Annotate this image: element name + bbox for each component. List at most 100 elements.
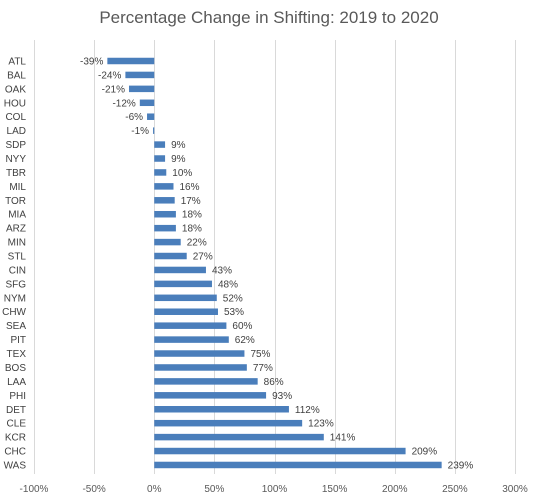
x-tick-label: 300% (502, 484, 528, 495)
data-label-atl: -39% (80, 57, 103, 68)
data-label-cin: 43% (212, 265, 232, 276)
bar-cle (154, 419, 303, 427)
bar-nyy (154, 155, 166, 162)
data-label-kcr: 141% (330, 433, 356, 444)
x-tick-label: 0% (147, 484, 162, 495)
category-label-min: MIN (8, 238, 26, 249)
category-label-kcr: KCR (5, 433, 26, 444)
bar-was (154, 461, 442, 469)
category-label-cin: CIN (9, 265, 26, 276)
bar-atl (107, 57, 155, 65)
x-tick-label: 250% (442, 484, 468, 495)
data-label-arz: 18% (182, 224, 202, 235)
category-label-nym: NYM (4, 293, 26, 304)
data-label-tbr: 10% (172, 168, 192, 179)
category-label-chc: CHC (4, 447, 26, 458)
data-label-mil: 16% (179, 182, 199, 193)
bar-col (147, 113, 155, 120)
bar-cin (154, 266, 206, 274)
data-labels: -39% -24% -21% -12% -6% -1% 9% 9% 10% 16% 17% 18% 18… (80, 57, 473, 472)
data-label-det: 112% (295, 405, 320, 416)
data-label-sea: 60% (232, 321, 252, 332)
category-label-arz: ARZ (6, 224, 26, 235)
bar-arz (154, 224, 176, 232)
category-label-bal: BAL (7, 70, 26, 81)
x-tick-label: 100% (262, 484, 288, 495)
bar-lad (153, 127, 155, 134)
data-label-chw: 53% (224, 307, 244, 318)
bar-laa (154, 378, 258, 385)
bar-tbr (154, 169, 167, 176)
category-label-nyy: NYY (5, 154, 26, 165)
bar-mia (154, 210, 176, 218)
category-label-mia: MIA (8, 210, 26, 221)
bar-tex (154, 350, 245, 357)
bar-bos (154, 364, 247, 371)
data-label-bal: -24% (98, 70, 121, 81)
data-label-col: -6% (125, 112, 143, 123)
data-label-nym: 52% (223, 293, 243, 304)
bar-hou (139, 99, 155, 107)
category-label-hou: HOU (4, 98, 26, 109)
bar-sfg (154, 280, 212, 288)
x-tick-label: -100% (20, 484, 49, 495)
data-label-stl: 27% (193, 252, 213, 263)
data-label-hou: -12% (112, 98, 135, 109)
bar-kcr (154, 433, 324, 441)
bar-nym (154, 294, 217, 302)
category-label-oak: OAK (5, 84, 26, 95)
data-label-oak: -21% (102, 84, 125, 95)
bar-min (154, 238, 181, 246)
category-label-pit: PIT (10, 335, 26, 346)
data-label-pit: 62% (235, 335, 255, 346)
data-label-phi: 93% (272, 391, 292, 402)
data-label-tor: 17% (181, 196, 201, 207)
category-label-tbr: TBR (6, 168, 26, 179)
bar-pit (154, 336, 229, 343)
x-tick-label: -50% (82, 484, 105, 495)
data-label-was: 239% (448, 460, 474, 471)
data-label-bos: 77% (253, 363, 273, 374)
category-label-mil: MIL (9, 182, 26, 193)
bar-chc (154, 447, 406, 455)
category-label-was: WAS (4, 460, 27, 471)
bar-det (154, 406, 289, 413)
data-label-chc: 209% (412, 447, 438, 458)
category-label-chw: CHW (2, 307, 26, 318)
data-label-laa: 86% (264, 377, 284, 388)
bar-bal (125, 71, 155, 79)
bar-chw (154, 308, 218, 315)
bar-mil (154, 183, 174, 190)
category-label-tor: TOR (5, 196, 26, 207)
category-label-col: COL (5, 112, 26, 123)
data-label-sfg: 48% (218, 279, 238, 290)
bar-tor (154, 197, 175, 204)
gridlines (34, 40, 516, 474)
x-tick-labels: -100% -50% 0% 50% 100% 150% 200% 250% 300% (20, 484, 528, 495)
category-label-sea: SEA (6, 321, 26, 332)
x-tick-label: 50% (204, 484, 224, 495)
data-label-sdp: 9% (171, 140, 186, 151)
bar-sea (154, 322, 227, 329)
bar-phi (154, 392, 267, 399)
category-label-det: DET (6, 405, 26, 416)
data-label-min: 22% (187, 238, 207, 249)
category-labels: ATL BAL OAK HOU COL LAD SDP NYY TBR MIL TOR MIA ARZ M… (2, 57, 26, 472)
data-label-tex: 75% (250, 349, 270, 360)
category-label-sfg: SFG (5, 279, 26, 290)
bar-stl (154, 252, 187, 260)
data-label-lad: -1% (131, 126, 149, 137)
category-label-atl: ATL (8, 57, 26, 68)
category-label-phi: PHI (9, 391, 26, 402)
category-label-sdp: SDP (5, 140, 26, 151)
bar-sdp (154, 141, 166, 148)
bars (107, 57, 442, 469)
x-tick-label: 150% (322, 484, 348, 495)
category-label-tex: TEX (7, 349, 27, 360)
category-label-cle: CLE (7, 419, 27, 430)
category-label-stl: STL (8, 252, 27, 263)
x-tick-label: 200% (382, 484, 408, 495)
bar-oak (128, 85, 155, 93)
